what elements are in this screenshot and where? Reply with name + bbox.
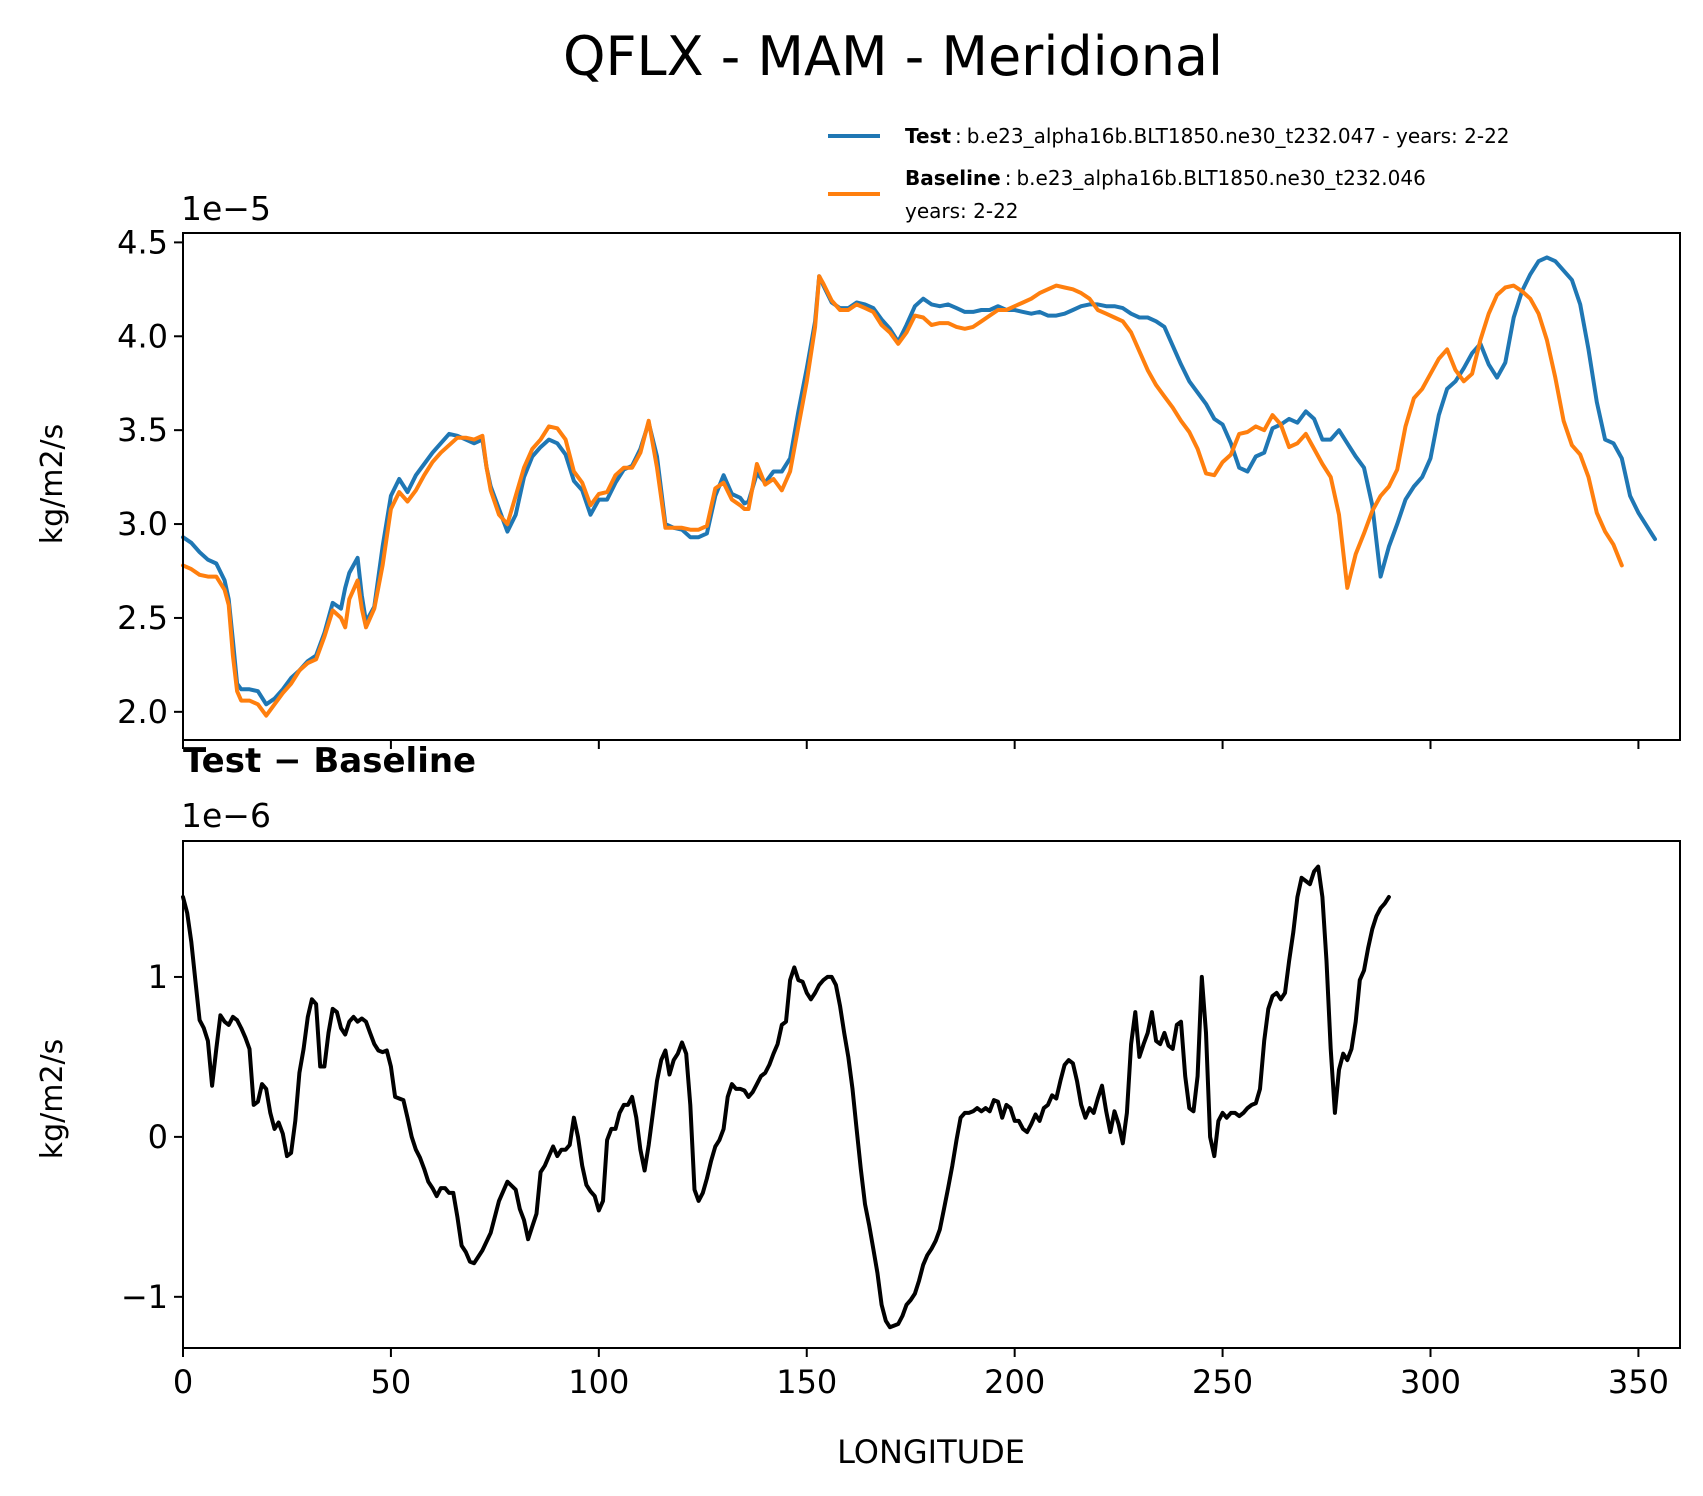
- legend-text2-baseline: years: 2-22: [905, 199, 1019, 223]
- x-axis-label: LONGITUDE: [837, 1433, 1025, 1471]
- top-ytick-label: 3.5: [117, 411, 168, 449]
- bottom-plot-area: [181, 864, 1391, 1330]
- xtick-label: 50: [371, 1363, 412, 1401]
- xtick-label: 0: [173, 1363, 193, 1401]
- series-line-test-baseline: [181, 864, 1391, 1330]
- legend-name-baseline: Baseline: [905, 166, 1001, 190]
- legend-entry-baseline: Baseline: b.e23_alpha16b.BLT1850.ne30_t23…: [905, 166, 1426, 190]
- bottom-axes-frame: [182, 840, 1681, 1349]
- legend-text-baseline: b.e23_alpha16b.BLT1850.ne30_t232.046: [1016, 166, 1425, 190]
- top-axis-ticks: 2.0 2.5 3.0 3.5 4.0 4.5: [117, 223, 1640, 749]
- legend-sep-test: :: [955, 124, 962, 148]
- top-axes-frame: [182, 232, 1681, 741]
- top-ytick-label: 3.0: [117, 505, 168, 543]
- top-plot-area: [181, 255, 1657, 718]
- xtick-label: 350: [1608, 1363, 1669, 1401]
- bottom-ytick-label: −1: [121, 1278, 168, 1316]
- xtick-label: 100: [568, 1363, 629, 1401]
- bottom-ylabel: kg/m2/s: [35, 1039, 70, 1160]
- top-ylabel: kg/m2/s: [35, 424, 70, 545]
- top-ytick-label: 2.0: [117, 693, 168, 731]
- bottom-offset-label: 1e−6: [181, 796, 271, 835]
- top-ytick-label: 4.5: [117, 223, 168, 261]
- xtick-label: 200: [984, 1363, 1045, 1401]
- legend: Test: b.e23_alpha16b.BLT1850.ne30_t232.04…: [828, 124, 1510, 223]
- top-ytick-label: 4.0: [117, 317, 168, 355]
- top-ytick-label: 2.5: [117, 599, 168, 637]
- legend-sep-baseline: :: [1005, 166, 1012, 190]
- legend-entry-test: Test: b.e23_alpha16b.BLT1850.ne30_t232.04…: [905, 124, 1510, 148]
- xtick-label: 250: [1192, 1363, 1253, 1401]
- bottom-ytick-label: 1: [148, 958, 168, 996]
- bottom-axis-ticks: −1 0 1 0 50 100 150 200 250 300 350: [121, 958, 1669, 1401]
- chart-title: QFLX - MAM - Meridional: [563, 25, 1223, 88]
- bottom-panel-title: Test − Baseline: [183, 741, 476, 781]
- xtick-label: 300: [1400, 1363, 1461, 1401]
- legend-text-test: b.e23_alpha16b.BLT1850.ne30_t232.047 - y…: [967, 124, 1510, 148]
- xtick-label: 150: [776, 1363, 837, 1401]
- legend-name-test: Test: [905, 124, 951, 148]
- bottom-ytick-label: 0: [148, 1118, 168, 1156]
- series-line-baseline: [181, 274, 1624, 718]
- top-offset-label: 1e−5: [181, 189, 271, 228]
- series-line-test: [181, 255, 1657, 707]
